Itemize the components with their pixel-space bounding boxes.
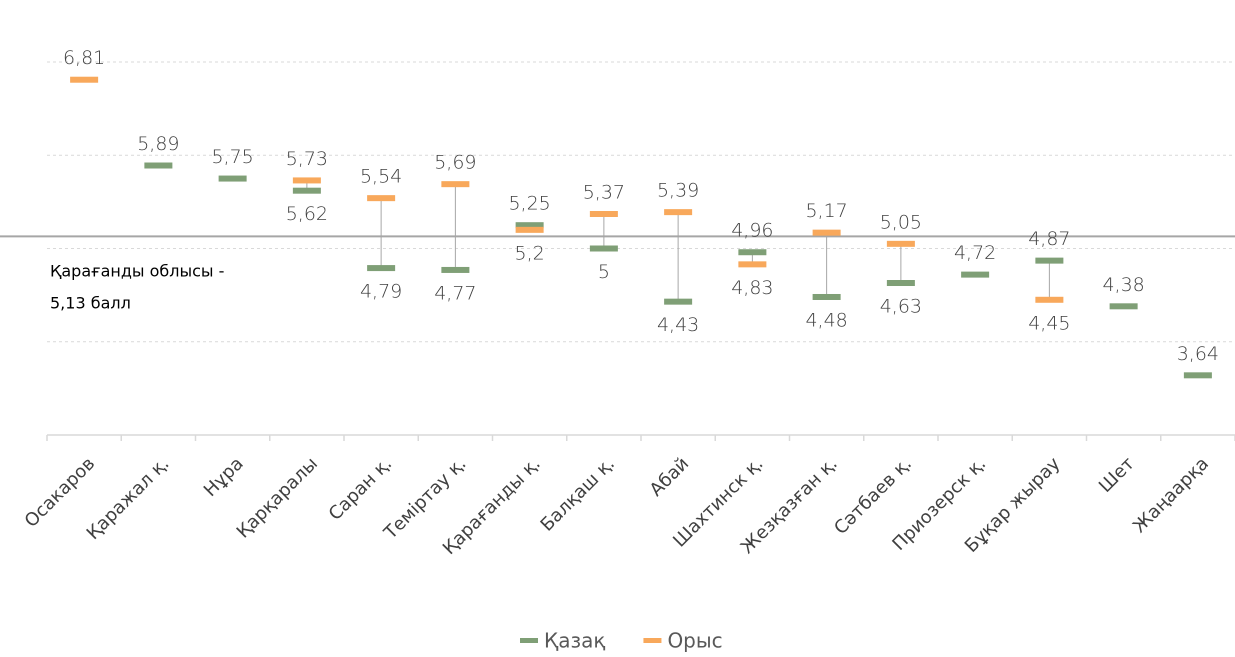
marker (812, 293, 841, 300)
value-label: 5,54 (360, 166, 402, 188)
marker (1183, 372, 1212, 379)
marker (886, 240, 915, 247)
value-label: 4,87 (1028, 228, 1070, 250)
marker (441, 181, 470, 188)
value-label: 4,96 (731, 220, 773, 242)
marker (589, 245, 618, 252)
marker (144, 162, 173, 169)
value-label: 5,05 (880, 211, 922, 233)
marker (218, 175, 247, 182)
x-tick-label: Нұра (200, 453, 248, 501)
value-label: 4,63 (880, 296, 922, 318)
marker (664, 209, 693, 216)
marker (515, 226, 544, 233)
value-label: 4,79 (360, 281, 402, 303)
value-label: 4,38 (1102, 274, 1144, 296)
value-label: 5,39 (657, 180, 699, 202)
marker (664, 298, 693, 305)
x-tick-label: Саран қ. (325, 453, 397, 525)
marker (812, 229, 841, 236)
legend-label: Орыс (667, 629, 722, 653)
value-label: 5,89 (137, 133, 179, 155)
marker (292, 187, 321, 194)
value-label: 5,73 (286, 148, 328, 170)
legend-swatch (643, 638, 662, 643)
value-label: 5,37 (583, 181, 625, 203)
legend-swatch (520, 638, 538, 643)
marker (515, 222, 544, 229)
x-tick-label: Жаңаарқа (1129, 453, 1213, 537)
marker (738, 261, 767, 268)
marker (70, 76, 99, 83)
marker (1109, 303, 1138, 310)
marker (292, 177, 321, 184)
value-label: 6,81 (63, 47, 105, 69)
marker (367, 195, 396, 202)
value-label: 5,2 (515, 242, 545, 264)
marker (886, 280, 915, 287)
value-label: 3,64 (1177, 343, 1219, 365)
marker (589, 210, 618, 217)
value-label: 5,75 (211, 146, 253, 168)
value-label: 5,62 (286, 203, 328, 225)
marker (441, 266, 470, 273)
reference-label: 5,13 балл (50, 294, 131, 313)
marker (738, 249, 767, 256)
value-label: 5,69 (434, 152, 476, 174)
value-label: 4,72 (954, 242, 996, 264)
value-label: 4,43 (657, 314, 699, 336)
marker (1035, 257, 1064, 264)
reference-label: Қарағанды облысы - (50, 262, 224, 281)
value-label: 4,77 (434, 282, 476, 304)
value-label: 4,83 (731, 277, 773, 299)
x-tick-label: Абай (646, 453, 693, 500)
value-label: 4,48 (805, 309, 847, 331)
x-tick-label: Осакаров (21, 453, 100, 532)
legend-label: Қазақ (544, 629, 605, 653)
marker (367, 265, 396, 272)
value-label: 5,25 (508, 193, 550, 215)
value-label: 4,45 (1028, 312, 1070, 334)
x-tick-label: Балқаш қ. (537, 453, 619, 535)
marker (1035, 296, 1064, 303)
value-label: 5,17 (805, 200, 847, 222)
x-tick-label: Шет (1095, 453, 1139, 497)
value-label: 5 (598, 261, 610, 283)
marker (961, 271, 990, 278)
